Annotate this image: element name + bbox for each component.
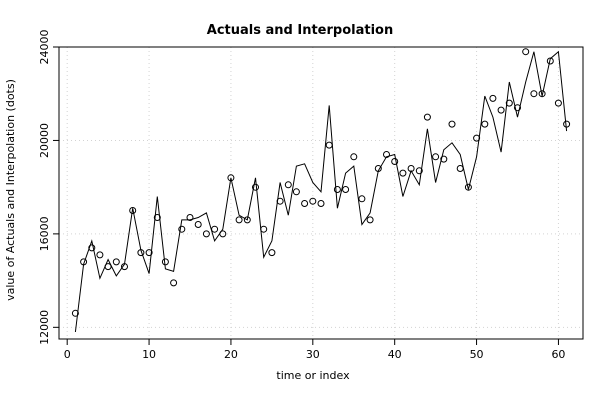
actual-point xyxy=(456,165,464,172)
actual-point xyxy=(137,249,145,257)
actual-point xyxy=(292,188,300,196)
actual-point xyxy=(309,197,317,205)
y-tick-label: 16000 xyxy=(38,216,51,251)
actual-point xyxy=(235,216,243,224)
actual-point xyxy=(505,99,513,107)
actual-point xyxy=(268,249,276,257)
x-tick-label: 60 xyxy=(551,348,565,361)
x-axis-label: time or index xyxy=(276,369,350,382)
actual-point xyxy=(530,90,538,98)
actual-point xyxy=(423,113,431,121)
actual-point xyxy=(178,225,186,233)
actuals-points-layer xyxy=(71,48,571,317)
actual-point xyxy=(194,221,202,228)
y-axis: 12000 16000 20000 24000 xyxy=(38,30,59,345)
y-tick-label: 12000 xyxy=(38,310,51,345)
interpolation-line xyxy=(74,50,568,333)
actual-point xyxy=(284,181,292,189)
actual-point xyxy=(145,249,153,257)
actual-point xyxy=(489,94,497,102)
actual-point xyxy=(391,158,399,165)
actual-point xyxy=(440,155,448,163)
actual-point xyxy=(546,57,554,65)
grid-layer xyxy=(59,46,583,339)
actual-point xyxy=(366,216,374,224)
chart-title: Actuals and Interpolation xyxy=(207,23,393,38)
x-tick-label: 30 xyxy=(306,348,320,361)
actual-point xyxy=(464,183,472,191)
actual-point xyxy=(211,225,219,233)
x-tick-label: 50 xyxy=(470,348,484,361)
actual-point xyxy=(415,167,423,175)
actual-point xyxy=(342,186,350,193)
actual-point xyxy=(399,169,407,177)
actual-point xyxy=(112,258,120,266)
actual-point xyxy=(186,214,194,221)
actual-point xyxy=(243,216,251,224)
actual-point xyxy=(96,251,104,259)
plot-frame xyxy=(58,46,584,340)
actual-point xyxy=(317,200,325,207)
actual-point xyxy=(374,165,382,172)
actual-point xyxy=(497,106,505,114)
actual-point xyxy=(448,120,456,128)
x-axis: 0 10 20 30 40 50 60 xyxy=(64,339,565,361)
actual-point xyxy=(301,200,309,207)
interpolation-line-layer xyxy=(74,50,568,333)
actual-point xyxy=(481,120,489,128)
x-tick-label: 40 xyxy=(388,348,402,361)
actual-point xyxy=(129,207,137,214)
actual-point xyxy=(554,99,562,107)
actual-point xyxy=(88,244,96,252)
actual-point xyxy=(227,174,235,182)
actual-point xyxy=(350,153,358,161)
x-tick-label: 10 xyxy=(142,348,156,361)
actual-point xyxy=(252,183,259,191)
y-tick-label: 24000 xyxy=(38,30,51,65)
actual-point xyxy=(121,263,128,271)
actual-point xyxy=(538,90,546,98)
actual-point xyxy=(260,225,268,233)
actual-point xyxy=(71,309,79,317)
actual-point xyxy=(473,134,481,142)
actual-point xyxy=(153,214,161,221)
x-tick-label: 20 xyxy=(224,348,238,361)
actual-point xyxy=(563,120,571,128)
actual-point xyxy=(202,230,210,238)
actual-point xyxy=(276,197,284,205)
actual-point xyxy=(522,48,530,56)
actual-point xyxy=(383,151,390,158)
actual-point xyxy=(333,186,341,193)
y-axis-label: value of Actuals and Interpolation (dots… xyxy=(4,79,17,301)
x-tick-label: 0 xyxy=(64,348,71,361)
actual-point xyxy=(325,141,333,149)
actual-point xyxy=(104,263,112,271)
actual-point xyxy=(358,195,366,203)
actual-point xyxy=(514,104,521,112)
y-tick-label: 20000 xyxy=(38,123,51,158)
actual-point xyxy=(80,258,88,266)
actual-point xyxy=(170,279,178,287)
actual-point xyxy=(432,153,440,161)
actual-point xyxy=(219,230,227,238)
actual-point xyxy=(161,258,169,266)
actual-point xyxy=(407,165,415,172)
